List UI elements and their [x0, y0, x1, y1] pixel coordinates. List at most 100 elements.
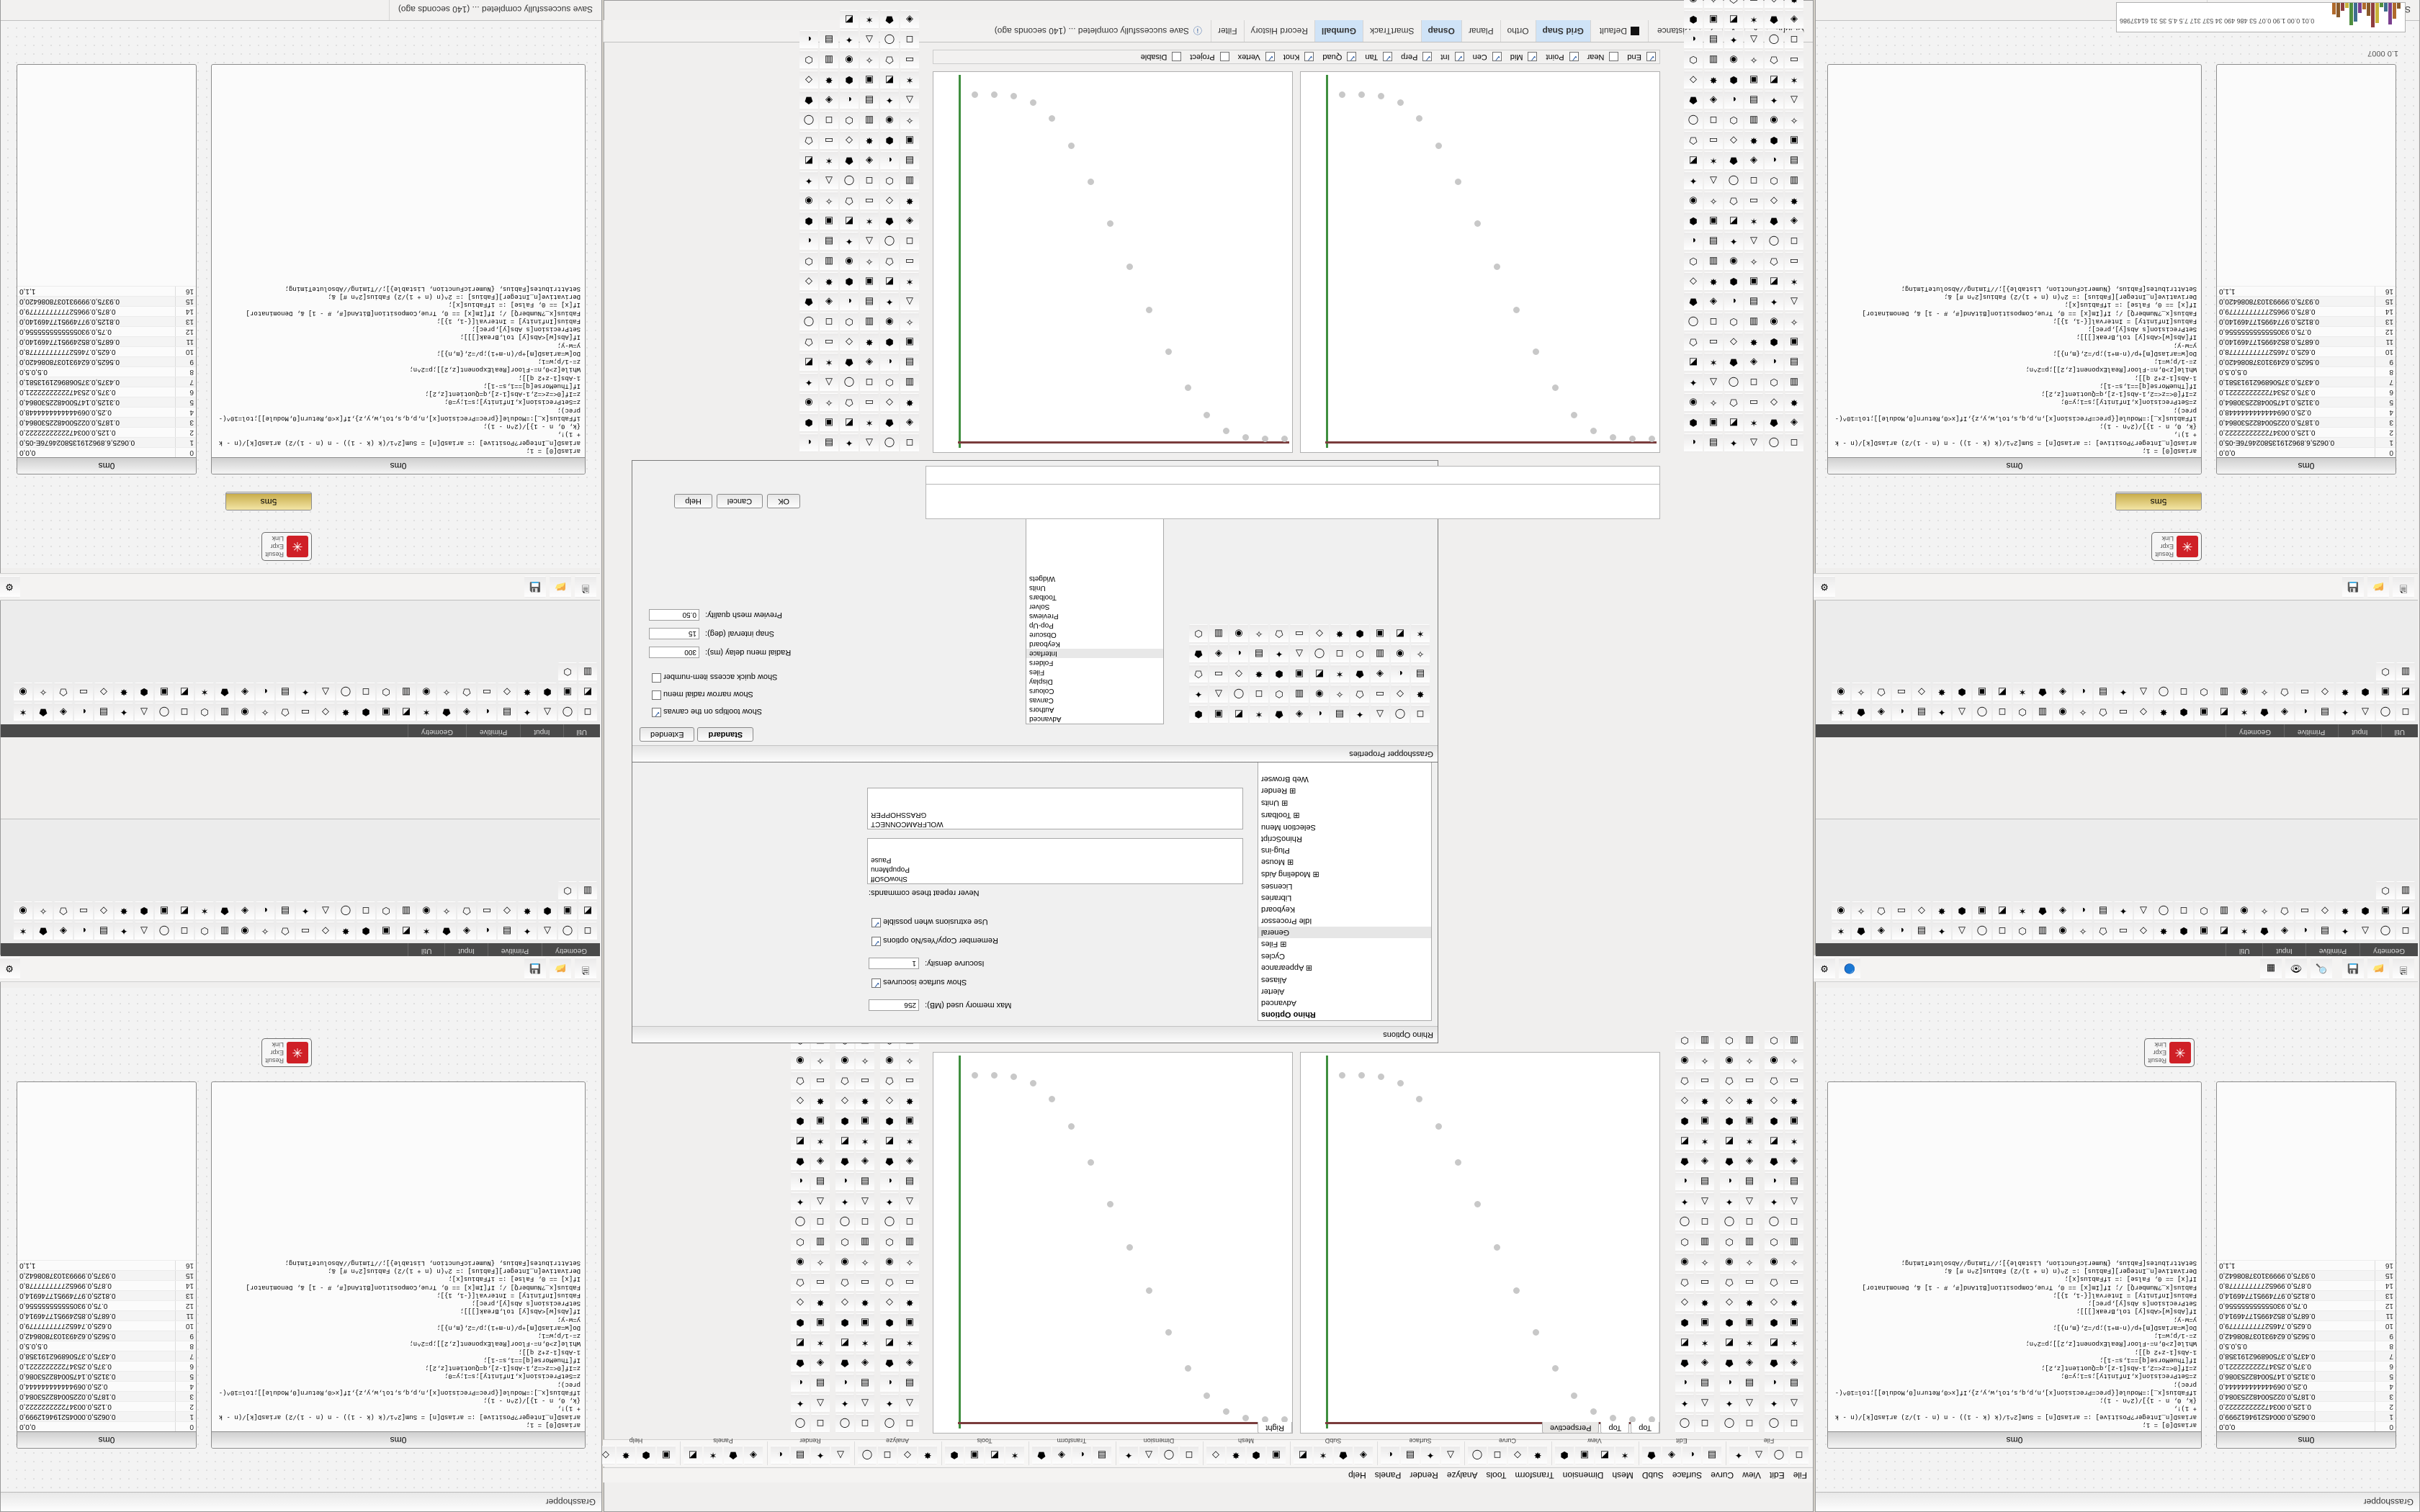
toolbar-button-icon[interactable]: ▣: [1785, 333, 1803, 351]
toolbar-button-icon[interactable]: ◈: [856, 1354, 874, 1372]
palette-component-icon[interactable]: ✦: [2114, 901, 2133, 920]
toolbar-button-icon[interactable]: ▭: [1785, 1071, 1803, 1090]
list-item[interactable]: GRASSHOPPER: [871, 811, 927, 819]
menu-item-subd[interactable]: SubD: [1641, 1470, 1664, 1480]
toolbar-button-icon[interactable]: ◇: [1720, 1293, 1739, 1312]
palette-component-icon[interactable]: ✸: [2336, 683, 2354, 701]
palette-component-icon[interactable]: ⬡: [2013, 922, 2032, 940]
gh-properties-buttons[interactable]: OK Cancel Help: [674, 494, 800, 508]
toolbar-button-icon[interactable]: ◩: [1765, 1132, 1783, 1151]
ribbon-group-panels[interactable]: ◈ ⬟ ✶ ◩ Panels: [680, 1437, 766, 1465]
osnap-mid[interactable]: Mid: [1507, 52, 1541, 62]
toolbar-button-icon[interactable]: ▤: [1785, 353, 1803, 372]
toolbar-button-icon[interactable]: ◯: [1724, 171, 1743, 190]
toolbar-button-icon[interactable]: ◩: [1720, 1333, 1739, 1352]
toolbar-button-icon[interactable]: ⬡: [791, 1233, 810, 1251]
toolbar-button-icon[interactable]: ▣: [1785, 1313, 1803, 1332]
status-toggle-grid-snap[interactable]: Grid Snap: [1535, 20, 1590, 42]
palette-component-icon[interactable]: ▤: [1411, 665, 1430, 683]
toolbar-button-icon[interactable]: ◯: [840, 171, 859, 190]
toolbar-button-icon[interactable]: ✧: [1744, 50, 1763, 69]
gh-properties-tabs[interactable]: Standard Extended: [640, 727, 754, 742]
list-item[interactable]: Interface: [1026, 649, 1163, 658]
palette-component-icon[interactable]: ⬠: [276, 922, 295, 940]
toolbar-button-icon[interactable]: ✸: [1785, 192, 1803, 210]
toolbar-button-icon[interactable]: ✸: [1740, 1092, 1759, 1110]
gh-wolfram-component-right-upper[interactable]: ✳ Result Expr Link: [261, 1038, 312, 1067]
rhino-statusbar[interactable]: CPlanexyzDistanceDefaultGrid SnapOrthoPl…: [603, 20, 1813, 42]
palette-component-icon[interactable]: ◻: [2396, 922, 2415, 940]
gh-canvas-lower[interactable]: 0ms ariasD[0] = 1; ariasD[n_Integer?Posi…: [1816, 21, 2418, 568]
palette-component-icon[interactable]: ✸: [336, 922, 355, 940]
list-item[interactable]: Units: [1029, 584, 1046, 592]
toolbar-button-icon[interactable]: ◉: [880, 312, 899, 331]
toolbar-button-icon[interactable]: ▣: [1740, 1112, 1759, 1130]
toolbar-button-icon[interactable]: ◩: [791, 1132, 810, 1151]
palette-component-icon[interactable]: ◉: [2053, 703, 2072, 721]
palette-component-icon[interactable]: ✦: [518, 922, 537, 940]
toolbar-button-icon[interactable]: ✸: [811, 1293, 830, 1312]
toolbar-button-icon[interactable]: ⬠: [791, 1071, 810, 1090]
palette-component-icon[interactable]: ▭: [478, 901, 496, 920]
ribbon-group-view[interactable]: ✶ ◩ ▣ ⬢ View: [1551, 1437, 1637, 1465]
options-tree-item-advanced[interactable]: Advanced: [1261, 999, 1296, 1007]
palette-component-icon[interactable]: ⬠: [276, 703, 295, 721]
toolbar-button-icon[interactable]: ⬢: [799, 413, 818, 432]
palette-component-icon[interactable]: ◩: [2396, 683, 2415, 701]
plugin-list[interactable]: WOLFRAMCONNECT GRASSHOPPER: [867, 788, 1243, 829]
toolbar-button-icon[interactable]: ✧: [856, 1253, 874, 1272]
palette-component-icon[interactable]: ▥: [1209, 624, 1228, 643]
palette-component-icon[interactable]: ▭: [74, 901, 93, 920]
palette-component-icon[interactable]: ⬟: [437, 703, 456, 721]
ribbon-tool-icon[interactable]: ◐: [1072, 1446, 1091, 1464]
gh-prop-check-1[interactable]: Show narrow radial menu: [649, 690, 1016, 700]
toolbar-button-icon[interactable]: ✸: [900, 1293, 919, 1312]
palette-component-icon[interactable]: ⬢: [357, 922, 375, 940]
options-tree-item-mouse[interactable]: ⊞ Mouse: [1261, 858, 1294, 866]
toolbar-button-icon[interactable]: ⬟: [1765, 413, 1783, 432]
toolbar-button-icon[interactable]: ▭: [820, 333, 838, 351]
rhino-osnap-bar[interactable]: End Near Point Mid Cen Int Perp Tan Quad Knot Vert…: [933, 50, 1660, 64]
viewport-top-left[interactable]: Top Top Perspective: [1300, 1052, 1660, 1434]
palette-component-icon[interactable]: ✧: [1250, 624, 1268, 643]
palette-component-icon[interactable]: ▭: [2295, 901, 2314, 920]
palette-component-icon[interactable]: ✶: [2013, 683, 2032, 701]
toolbar-button-icon[interactable]: ◐: [1724, 91, 1743, 109]
toolbar-button-icon[interactable]: ⬟: [791, 1152, 810, 1171]
toolbar-button-icon[interactable]: ⬡: [880, 1233, 899, 1251]
toolbar-button-icon[interactable]: ▭: [811, 1071, 830, 1090]
toolbar-button-icon[interactable]: ✶: [900, 272, 919, 291]
toolbar-button-icon[interactable]: ◈: [1785, 212, 1803, 230]
toolbar-button-icon[interactable]: ◈: [860, 151, 879, 170]
toolbar-button-icon[interactable]: ◻: [811, 1212, 830, 1231]
toolbar-button-icon[interactable]: ⬠: [1684, 131, 1703, 150]
palette-component-icon[interactable]: ⬟: [34, 922, 53, 940]
toolbar-button-icon[interactable]: ▥: [1695, 1031, 1714, 1050]
toolbar-button-icon[interactable]: ✶: [900, 71, 919, 89]
palette-component-icon[interactable]: ◐: [1892, 703, 1911, 721]
toolbar-button-icon[interactable]: ⬢: [1720, 1112, 1739, 1130]
palette-component-icon[interactable]: ◈: [2275, 922, 2294, 940]
toolbar-button-icon[interactable]: ▣: [856, 1112, 874, 1130]
toolbar-button-icon[interactable]: ◐: [799, 433, 818, 452]
ribbon-tool-icon[interactable]: ⬟: [1334, 1446, 1353, 1464]
toolbar-button-icon[interactable]: ✦: [799, 171, 818, 190]
toolbar-button-icon[interactable]: △: [860, 232, 879, 251]
palette-component-icon[interactable]: ▭: [2114, 703, 2133, 721]
gh-zoom-icon[interactable]: 🔍: [2311, 958, 2332, 979]
toolbar-button-icon[interactable]: ⬠: [840, 393, 859, 412]
palette-component-icon[interactable]: ⬢: [135, 683, 153, 701]
palette-component-icon[interactable]: ⬢: [2174, 922, 2193, 940]
palette-component-icon[interactable]: ◩: [397, 922, 416, 940]
viewport-tab-right[interactable]: Right: [1258, 1422, 1292, 1434]
palette-component-icon[interactable]: ◉: [2053, 922, 2072, 940]
toolbar-button-icon[interactable]: ▣: [1704, 413, 1723, 432]
toolbar-button-icon[interactable]: ◻: [1785, 1414, 1803, 1433]
palette-component-icon[interactable]: ⬟: [437, 922, 456, 940]
toolbar-button-icon[interactable]: ⬡: [1765, 171, 1783, 190]
ribbon-tool-icon[interactable]: ⬟: [1642, 1446, 1661, 1464]
toolbar-button-icon[interactable]: ◇: [880, 192, 899, 210]
toolbar-button-icon[interactable]: ◩: [840, 413, 859, 432]
ribbon-tool-icon[interactable]: ✶: [1314, 1446, 1332, 1464]
palette-component-icon[interactable]: ▤: [276, 901, 295, 920]
